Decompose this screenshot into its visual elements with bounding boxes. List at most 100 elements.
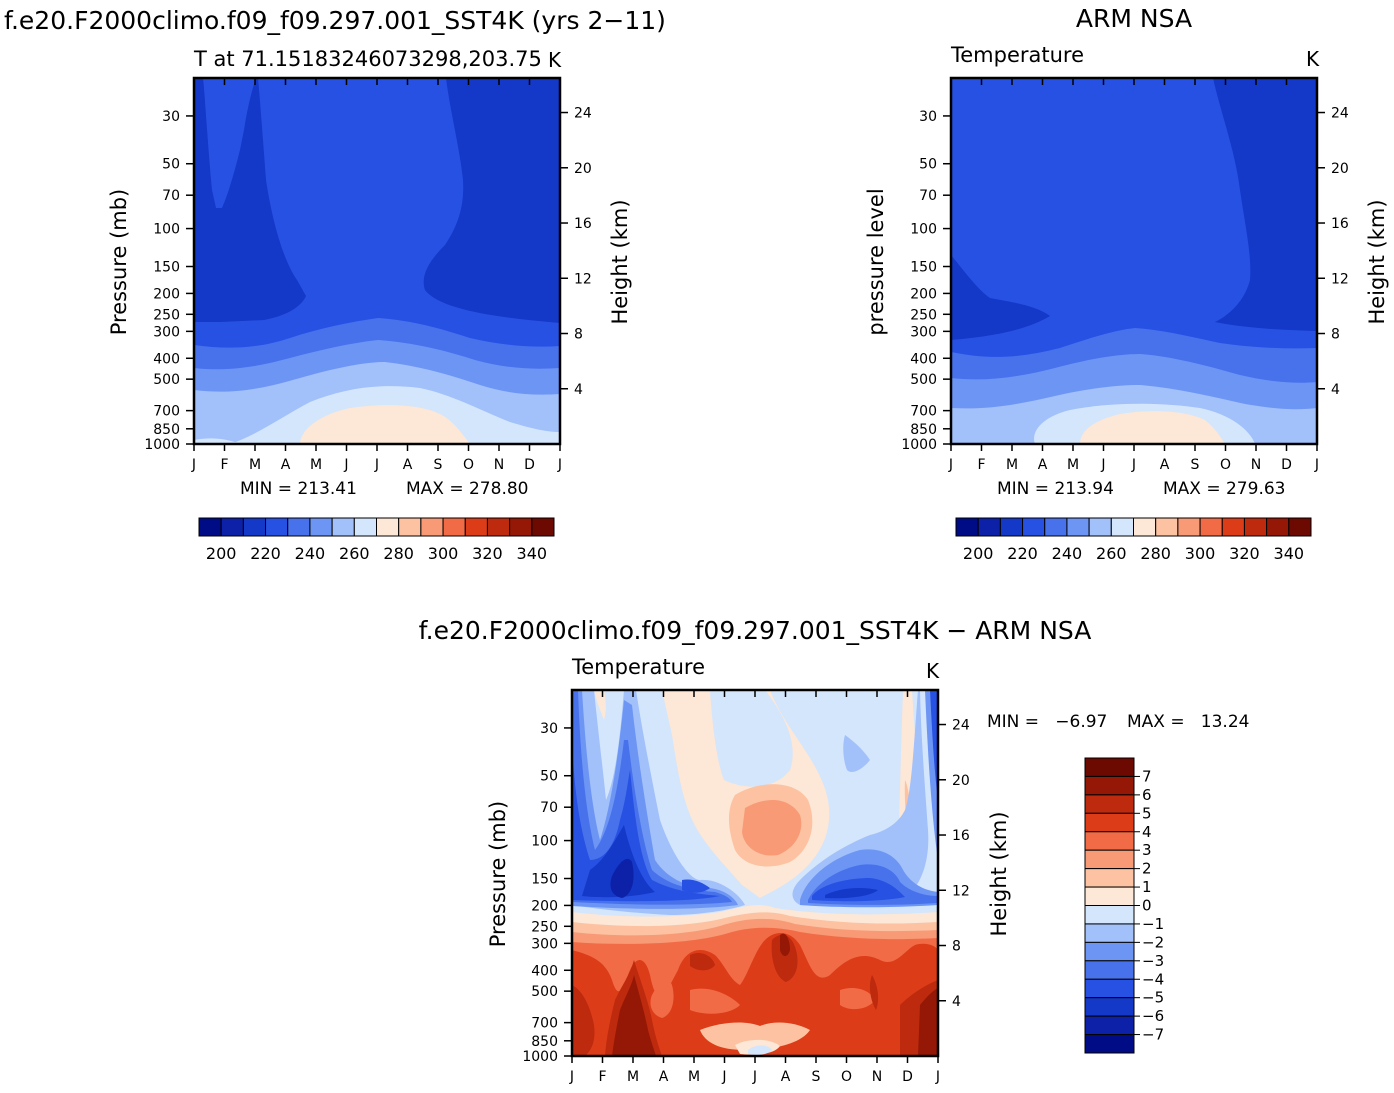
height-tick-label: 16 [952,828,970,844]
month-tick-label: A [403,457,413,473]
colorbar-swatch [265,517,289,537]
month-tick-label: S [434,457,443,473]
colorbar-swatch [1084,868,1135,888]
panel-model-contours [194,78,560,444]
pressure-tick-label: 30 [162,109,180,125]
contour-level [771,934,798,982]
colorbar-swatch [376,517,400,537]
pressure-tick-label: 50 [919,157,937,173]
colorbar-swatch [442,517,466,537]
pressure-tick-label: 400 [910,351,937,367]
panel-obs-min: MIN = 213.94 [997,479,1114,499]
pressure-tick-label: 250 [153,307,180,323]
colorbar-label: 240 [295,544,326,563]
month-tick-label: A [1160,457,1170,473]
pressure-tick-label: 200 [531,898,558,914]
colorbar-label: −4 [1142,970,1164,988]
contour-level [1213,78,1317,331]
pressure-tick-label: 700 [153,404,180,420]
height-tick-label: 16 [1331,216,1349,232]
colorbar-label: 0 [1142,897,1152,915]
contour-level [572,933,938,1056]
colorbar-swatch [1288,517,1312,537]
height-tick-label: 8 [952,939,961,955]
month-tick-label: J [1314,457,1319,473]
colorbar-label: 340 [1274,544,1305,563]
height-tick-label: 4 [574,382,583,398]
month-tick-label: J [752,1069,757,1085]
month-tick-label: J [374,457,379,473]
month-tick-label: M [1067,457,1079,473]
height-tick-label: 12 [574,271,592,287]
colorbar-label: 320 [472,544,503,563]
colorbar-label: 5 [1142,804,1152,822]
panel-obs-contours [951,78,1317,444]
pressure-tick-label: 30 [919,109,937,125]
month-tick-label: M [1006,457,1018,473]
pressure-tick-label: 300 [153,324,180,340]
panel-diff-contours [572,690,938,1056]
month-tick-label: J [191,457,196,473]
colorbar-label: 320 [1229,544,1260,563]
colorbar-swatch [1084,849,1135,870]
panel-obs-suptitle: ARM NSA [1076,4,1192,33]
pressure-tick-label: 500 [531,984,558,1000]
contour-level [930,690,938,800]
colorbar-swatch [1266,517,1290,537]
colorbar-swatch [287,517,311,537]
height-tick-label: 12 [952,883,970,899]
month-tick-label: J [557,457,562,473]
colorbar-label: 240 [1052,544,1083,563]
contour-level [690,988,740,1014]
contour-level [780,933,790,956]
colorbar-swatch [1110,517,1134,537]
month-tick-label: O [463,457,474,473]
month-tick-label: F [220,457,228,473]
contour-level [582,825,655,898]
colorbar-label: −7 [1142,1026,1164,1044]
colorbar-label: 2 [1142,860,1152,878]
pressure-tick-label: 850 [153,422,180,438]
colorbar-label: 260 [339,544,370,563]
colorbar-swatch [1084,923,1135,943]
colorbar-swatch [1177,517,1201,537]
month-tick-label: J [935,1069,940,1085]
month-tick-label: D [524,457,535,473]
colorbar-swatch [353,517,377,537]
height-tick-label: 8 [1331,327,1340,343]
month-tick-label: A [781,1069,791,1085]
colorbar-swatch [1084,1015,1135,1036]
contour-level [1304,78,1317,170]
pressure-tick-label: 1000 [522,1049,558,1065]
colorbar-label: 6 [1142,786,1152,804]
pressure-tick-label: 500 [153,372,180,388]
pressure-tick-label: 200 [153,286,180,302]
colorbar-swatch [1044,517,1068,537]
colorbar-label: 200 [963,544,994,563]
height-tick-label: 24 [1331,106,1349,122]
month-tick-label: J [1131,457,1136,473]
colorbar-label: 220 [1007,544,1038,563]
month-tick-label: S [812,1069,821,1085]
colorbar-swatch [1084,757,1135,777]
month-tick-label: M [688,1069,700,1085]
colorbar-swatch [1084,905,1135,925]
pressure-tick-label: 70 [540,800,558,816]
colorbar-label: 280 [1140,544,1171,563]
colorbar-swatch [1133,517,1157,537]
pressure-tick-label: 850 [531,1034,558,1050]
month-tick-label: J [1100,457,1105,473]
colorbar-swatch [331,517,355,537]
contour-level [840,988,875,1010]
height-tick-label: 8 [574,327,583,343]
month-tick-label: D [902,1069,913,1085]
colorbar-swatch [1022,517,1046,537]
height-tick-label: 20 [952,773,970,789]
month-tick-label: A [1038,457,1048,473]
panel-diff-min: MIN = −6.97 [987,712,1107,732]
contour-level [371,78,381,98]
panel-model-y2label: Height (km) [608,199,632,324]
colorbar-swatch [999,517,1024,537]
contour-level [792,690,938,907]
